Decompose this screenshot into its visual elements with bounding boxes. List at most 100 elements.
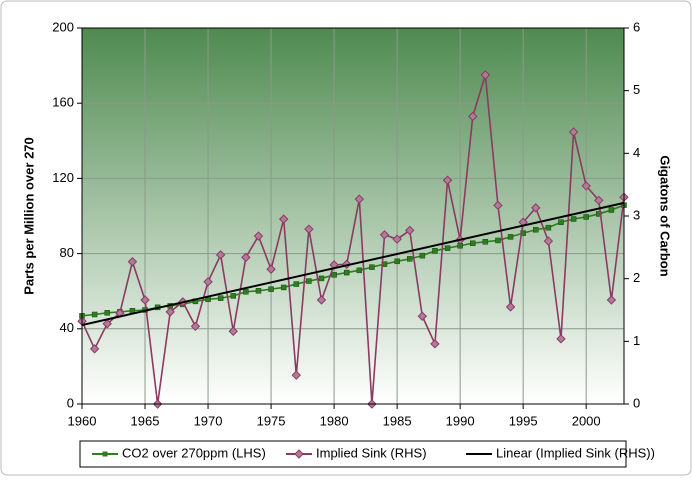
point [543, 236, 554, 246]
point [606, 295, 617, 305]
point [430, 339, 440, 349]
point [356, 267, 363, 274]
y2-tick-label: 5 [633, 82, 640, 97]
x-tick-label: 1985 [383, 413, 412, 428]
y-tick-label: 160 [52, 95, 74, 110]
point [268, 286, 274, 292]
point [203, 277, 213, 287]
x-tick-label: 2000 [572, 413, 601, 428]
point [266, 264, 276, 274]
plot-frame [81, 27, 625, 405]
point [394, 258, 400, 265]
point [495, 237, 501, 244]
point [280, 284, 287, 291]
point [291, 370, 301, 380]
point [102, 319, 112, 329]
point [343, 269, 350, 276]
point [442, 175, 453, 185]
point [568, 127, 579, 137]
plot-area [82, 28, 624, 404]
point [278, 214, 289, 224]
point [316, 295, 327, 305]
point [215, 250, 226, 260]
point [392, 234, 402, 244]
legend [79, 440, 627, 468]
y-tick-label: 0 [67, 395, 74, 410]
point [243, 289, 249, 295]
y2-tick-label: 2 [633, 270, 640, 285]
point [306, 278, 312, 284]
point [480, 70, 491, 80]
legend-items: CO2 over 270ppm (LHS) Implied Sink (RHS) L… [92, 445, 655, 460]
x-tick-label: 1960 [68, 413, 97, 428]
x-tick-label: 1995 [509, 413, 538, 428]
point [406, 256, 413, 262]
y2-tick-label: 0 [633, 395, 640, 410]
point [241, 252, 251, 263]
point [468, 111, 478, 122]
x-tick-label: 1975 [257, 413, 286, 428]
point [608, 207, 615, 213]
point [89, 344, 100, 354]
point [505, 302, 516, 312]
point [228, 326, 238, 337]
point [331, 272, 337, 278]
point [482, 239, 489, 245]
y2-tick-label: 1 [633, 333, 640, 348]
point [558, 219, 564, 225]
point [253, 231, 264, 241]
point [379, 230, 390, 240]
point [594, 195, 604, 206]
point [127, 257, 138, 267]
point [230, 293, 237, 299]
y2-tick-label: 4 [633, 145, 640, 160]
point [91, 311, 98, 318]
point [570, 216, 577, 222]
point [417, 311, 428, 321]
point [432, 248, 438, 254]
point [190, 321, 201, 332]
y-tick-label: 40 [60, 320, 74, 335]
point [469, 240, 476, 247]
legend-marker [294, 449, 304, 459]
x-tick-label: 1970 [194, 413, 223, 428]
y2-axis-title: Gigatons of Carbon [658, 155, 673, 276]
legend-label: CO2 over 270ppm (LHS) [122, 445, 266, 460]
point [165, 307, 175, 317]
point [405, 225, 415, 236]
point [556, 334, 566, 344]
point [318, 275, 325, 282]
point [304, 224, 314, 234]
point [104, 310, 110, 316]
point [545, 224, 552, 231]
point [533, 226, 539, 233]
legend-label: Implied Sink (RHS) [316, 445, 427, 460]
point [531, 203, 541, 213]
series-line [81, 201, 625, 327]
x-tick-label: 1980 [320, 413, 349, 428]
point [217, 295, 224, 301]
point [507, 234, 514, 240]
x-tick-label: 1965 [131, 413, 160, 428]
point [583, 214, 589, 220]
point [369, 264, 375, 270]
point [581, 181, 591, 191]
x-tick-label: 1990 [446, 413, 475, 428]
y-axis-title: Parts per Million over 270 [21, 137, 36, 295]
legend-marker [102, 451, 108, 457]
y2-tick-label: 6 [633, 19, 640, 34]
y-tick-label: 80 [60, 245, 74, 260]
point [444, 245, 451, 251]
point [255, 288, 262, 294]
point [140, 295, 150, 305]
y2-tick-label: 3 [633, 207, 640, 222]
y-tick-label: 120 [52, 170, 74, 185]
point [293, 281, 300, 287]
y-tick-label: 200 [52, 19, 74, 34]
point [520, 230, 526, 236]
legend-label: Linear (Implied Sink (RHS)) [496, 445, 655, 460]
point [493, 200, 503, 211]
point [419, 252, 426, 259]
